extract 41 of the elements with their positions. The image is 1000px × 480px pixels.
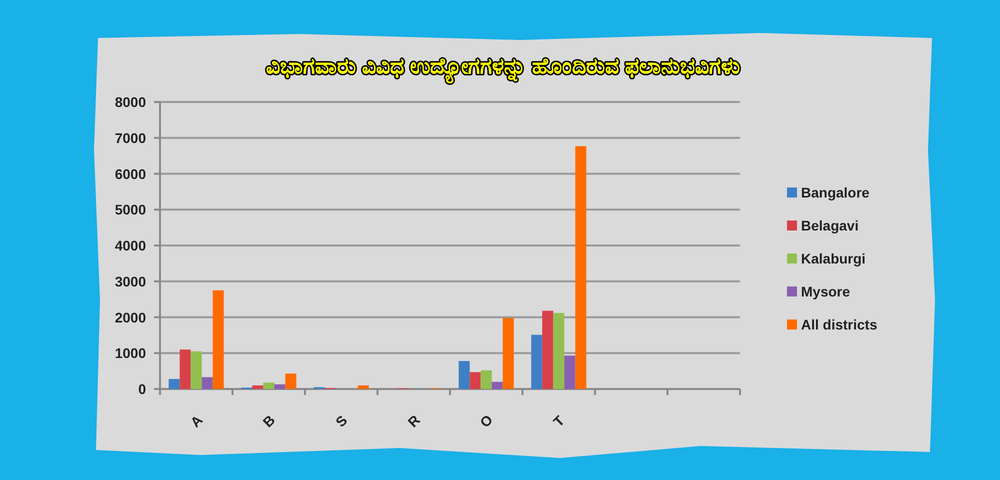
y-tick-label: 3000 [114,273,146,290]
y-tick-label: 7000 [114,130,146,146]
bar [553,312,564,389]
bar [531,334,542,389]
y-tick-label: 5000 [114,202,146,218]
bar [263,382,274,389]
bar [470,372,481,389]
legend-label: All districts [801,316,878,332]
y-tick-label: 4000 [114,238,146,254]
bar [168,378,180,389]
y-tick-label: 2000 [114,309,146,326]
bar [202,377,213,389]
bar [542,310,554,389]
x-tick-label: A [187,412,206,430]
y-tick-label: 6000 [114,166,146,182]
x-tick-label: O [476,411,496,431]
chart-title: ವಿಭಾಗವಾರು ವಿವಿಧ ಉದ್ಯೋಗಗಳನ್ನು ಹೊಂದಿರುವ ಫಲಾನುಭವಿಗಳು [266,54,740,84]
legend-label: Mysore [801,284,850,300]
bar [564,356,576,389]
bar [190,351,202,389]
y-tick-label: 1000 [114,345,146,362]
bar [285,374,296,389]
legend-label: Kalaburgi [801,250,866,266]
x-tick-label: B [260,412,278,430]
bar [575,146,586,389]
bar [502,318,514,389]
bar [180,350,191,389]
x-tick-label: S [332,412,350,430]
legend-label: Bangalore [801,184,870,200]
x-tick-label: T [550,412,568,430]
bar [252,385,264,389]
y-tick-label: 0 [138,381,146,397]
x-tick-label: R [404,412,423,430]
y-tick-label: 8000 [114,94,146,110]
bar [492,382,503,389]
bar [358,385,369,389]
bar [458,361,470,389]
bar [274,384,286,389]
bar [212,290,224,389]
bar [480,370,492,389]
legend-label: Belagavi [801,218,859,234]
